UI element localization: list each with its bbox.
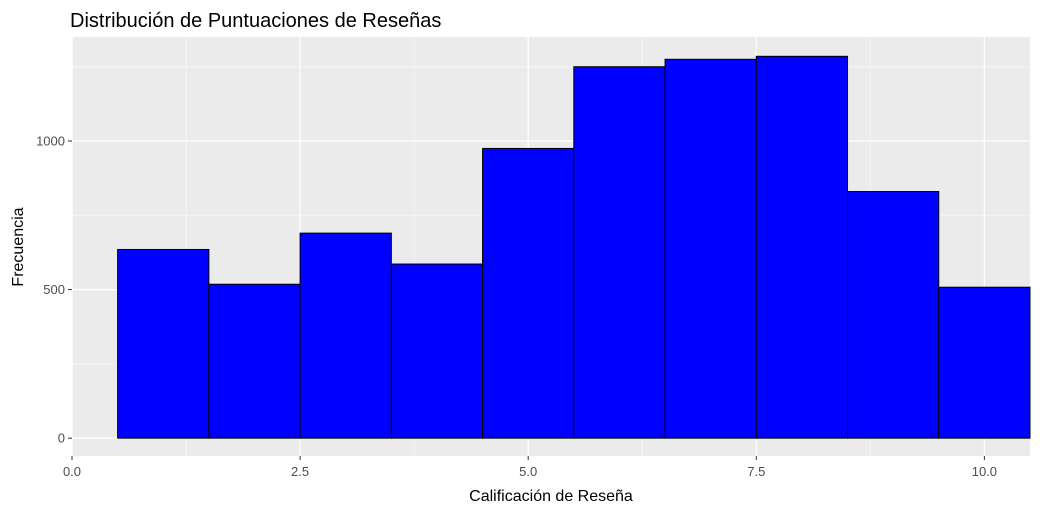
y-axis-title: Frecuencia (10, 207, 27, 286)
y-tick-label: 500 (43, 282, 65, 297)
histogram-bar (664, 58, 757, 439)
histogram-bar (847, 191, 940, 439)
x-tick-label: 7.5 (747, 464, 765, 479)
y-tick-label: 1000 (36, 134, 65, 149)
histogram-bars (117, 55, 1031, 439)
histogram-bar (755, 55, 849, 439)
histogram-bar (390, 263, 484, 439)
chart-title: Distribución de Puntuaciones de Reseñas (70, 10, 441, 32)
histogram-bar (573, 66, 666, 439)
y-tick-label: 0 (58, 431, 65, 446)
histogram-bar (208, 283, 301, 439)
x-axis-ticks: 0.0 2.5 5.0 7.5 10.0 (63, 456, 997, 479)
histogram-bar (117, 248, 210, 439)
x-tick-label: 5.0 (519, 464, 537, 479)
x-tick-label: 0.0 (63, 464, 81, 479)
x-tick-label: 2.5 (291, 464, 309, 479)
histogram-bar (482, 147, 575, 439)
x-tick-label: 10.0 (972, 464, 997, 479)
y-axis-ticks: 0 500 1000 (36, 134, 72, 446)
histogram-bar (938, 286, 1031, 439)
histogram-bar (299, 232, 392, 439)
x-axis-title: Calificación de Reseña (469, 488, 633, 505)
